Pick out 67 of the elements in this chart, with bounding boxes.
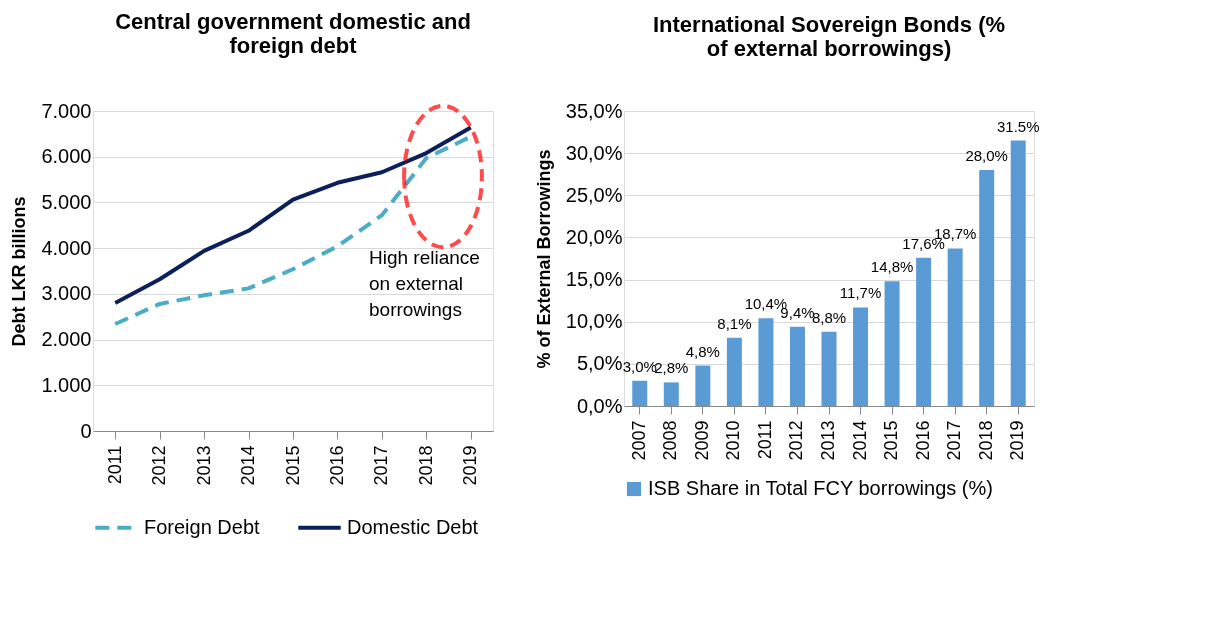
y-tick-label: 2.000 [41,328,92,351]
x-tick-label: 2010 [723,420,744,461]
legend-label: Foreign Debt [144,515,261,538]
data-label: 28,0% [965,147,1008,164]
bar [821,331,837,406]
y-tick-label: 4.000 [41,236,92,259]
x-tick-label: 2015 [282,445,303,486]
x-tick-label: 2014 [238,445,259,486]
bar [916,257,932,406]
bar [853,307,869,406]
x-tick-label: 2013 [818,420,838,461]
x-tick-label: 2012 [149,445,170,486]
y-tick-label: 0,0% [576,394,623,417]
y-tick-label: 1.000 [41,373,92,396]
x-tick-label: 2007 [628,420,649,461]
chart-title: Central government domestic and foreign debt [115,8,471,58]
data-label: 8,1% [717,314,752,332]
bar [632,380,648,406]
data-label: 2,8% [654,359,689,377]
x-tick-label: 2013 [193,445,214,486]
y-axis-title: % of External Borrowings [533,149,554,369]
bar [1010,140,1026,406]
x-tick-label: 2016 [326,445,347,486]
data-label: 3,0% [622,357,657,375]
bar [884,281,900,406]
x-tick-label: 2019 [1007,420,1028,461]
y-tick-label: 30,0% [565,141,623,164]
data-label: 4,8% [685,342,720,360]
x-tick-label: 2018 [415,445,436,486]
x-tick-label: 2017 [944,420,965,461]
x-tick-label: 2018 [975,420,996,461]
y-tick-label: 6.000 [41,145,92,168]
y-tick-label: 35,0% [565,99,623,122]
x-tick-label: 2012 [786,420,807,461]
bar [663,382,679,406]
data-label: 14,8% [870,258,914,276]
x-tick-label: 2016 [912,420,933,461]
bar [695,365,711,406]
x-tick-label: 2008 [660,420,681,461]
x-tick-label: 2009 [691,420,712,461]
y-tick-label: 20,0% [565,225,623,248]
y-tick-label: 25,0% [565,183,623,206]
bar [758,318,774,406]
y-tick-label: 5,0% [576,352,623,375]
y-tick-label: 10,0% [565,310,623,333]
annotation: High reliance on external borrowings [369,246,480,320]
chart-title: International Sovereign Bonds (% of external borrowings) [652,12,1006,61]
x-tick-label: 2011 [754,420,775,460]
bar [726,337,742,406]
x-tick-label: 2017 [371,445,392,486]
legend-label: Domestic Debt [347,515,479,538]
x-tick-label: 2019 [460,445,481,486]
data-label: 11,7% [839,284,882,302]
bar [789,326,805,406]
legend-label: ISB Share in Total FCY borrowings (%) [648,477,993,499]
x-tick-label: 2015 [881,420,902,461]
x-tick-label: 2011 [104,445,125,485]
y-tick-label: 0 [80,419,92,442]
y-tick-label: 3.000 [41,282,92,305]
y-tick-label: 7.000 [41,99,92,122]
y-tick-label: 15,0% [565,268,623,291]
x-tick-label: 2014 [849,420,870,461]
y-axis-title: Debt LKR billions [9,196,30,347]
bar [979,170,995,406]
data-label: 31.5% [996,117,1040,135]
bar [947,248,963,406]
y-tick-label: 5.000 [41,190,92,213]
